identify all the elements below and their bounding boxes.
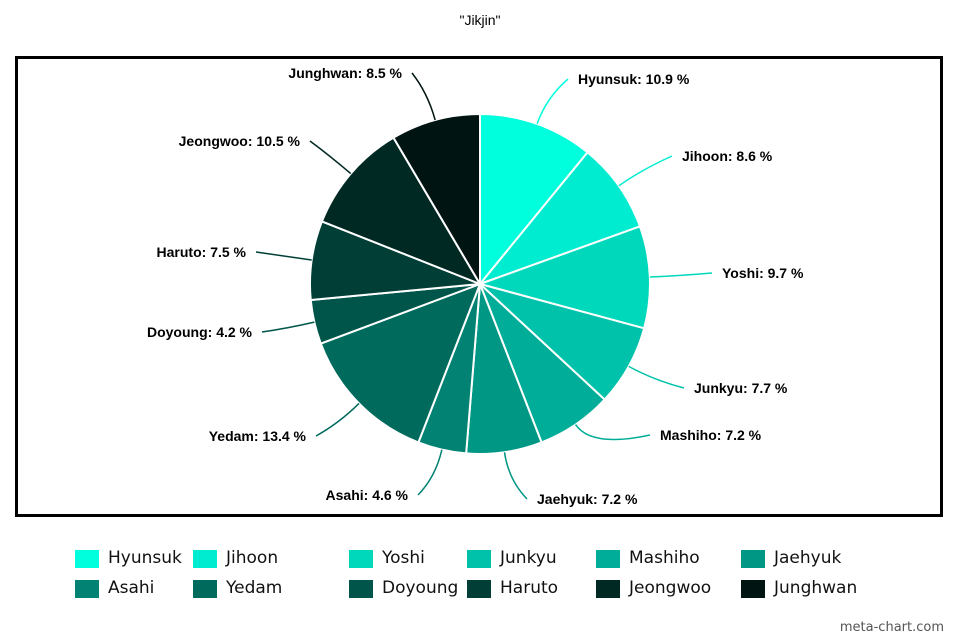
slice-label-jeongwoo: Jeongwoo: 10.5 % <box>179 133 301 149</box>
leader-line-junghwan <box>411 72 436 121</box>
slice-label-haruto: Haruto: 7.5 % <box>157 244 247 260</box>
slice-label-jihoon: Jihoon: 8.6 % <box>682 148 773 164</box>
legend-swatch <box>741 550 765 568</box>
leader-line-jeongwoo <box>309 140 352 175</box>
slice-label-asahi: Asahi: 4.6 % <box>326 487 409 503</box>
slice-label-hyunsuk: Hyunsuk: 10.9 % <box>578 71 690 87</box>
leader-line-jihoon <box>618 155 673 187</box>
legend: Hyunsuk Jihoon Yoshi Junkyu Mashiho Jaehyuk As… <box>0 545 960 615</box>
legend-swatch <box>467 550 491 568</box>
leader-line-hyunsuk <box>536 78 569 125</box>
legend-label: Yoshi <box>382 548 425 568</box>
leader-line-yoshi <box>649 272 713 278</box>
leader-line-haruto <box>255 251 312 261</box>
legend-swatch <box>349 580 373 598</box>
credit-text: meta-chart.com <box>839 620 944 635</box>
slice-label-yoshi: Yoshi: 9.7 % <box>722 265 804 281</box>
leader-line-yedam <box>315 402 360 437</box>
leader-line-mashiho <box>574 424 651 441</box>
pie-slice-hyunsuk <box>479 112 589 287</box>
legend-swatch <box>193 550 217 568</box>
leader-line-doyoung <box>261 321 315 333</box>
legend-swatch <box>467 580 491 598</box>
legend-label: Haruto <box>500 578 559 598</box>
legend-swatch <box>596 580 620 598</box>
leader-line-asahi <box>417 449 443 496</box>
leader-line-jaehyuk <box>503 452 528 500</box>
slice-label-junghwan: Junghwan: 8.5 % <box>288 65 402 81</box>
plot-frame <box>15 56 943 517</box>
legend-swatch <box>596 550 620 568</box>
pie-slice-jeongwoo <box>320 136 483 287</box>
legend-label: Junkyu <box>500 548 557 568</box>
legend-label: Hyunsuk <box>108 548 182 568</box>
chart-title: "Jikjin" <box>459 12 501 28</box>
slice-label-jaehyuk: Jaehyuk: 7.2 % <box>537 491 638 507</box>
legend-swatch <box>349 550 373 568</box>
slice-label-yedam: Yedam: 13.4 % <box>209 428 307 444</box>
legend-swatch <box>75 580 99 598</box>
legend-label: Jaehyuk <box>774 548 842 568</box>
slice-label-junkyu: Junkyu: 7.7 % <box>694 380 788 396</box>
pie-slice-jihoon <box>476 150 642 287</box>
legend-swatch <box>75 550 99 568</box>
leader-line-junkyu <box>628 365 685 389</box>
legend-label: Mashiho <box>629 548 700 568</box>
pie-slice-yedam <box>319 282 482 444</box>
legend-label: Jihoon <box>226 548 279 568</box>
legend-label: Asahi <box>108 578 155 598</box>
slice-label-mashiho: Mashiho: 7.2 % <box>660 427 762 443</box>
legend-label: Doyoung <box>382 578 459 598</box>
legend-swatch <box>193 580 217 598</box>
slice-label-doyoung: Doyoung: 4.2 % <box>147 324 253 340</box>
legend-label: Yedam <box>226 578 283 598</box>
legend-label: Jeongwoo <box>629 578 712 598</box>
legend-label: Junghwan <box>774 578 858 598</box>
legend-swatch <box>741 580 765 598</box>
pie-slice-junghwan <box>392 112 481 288</box>
